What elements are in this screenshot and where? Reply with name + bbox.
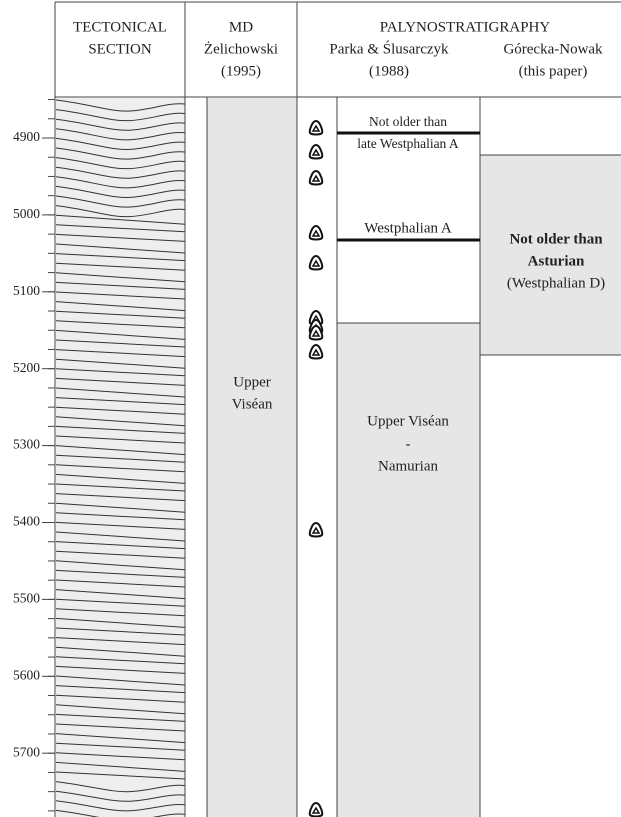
sample-outline — [310, 345, 322, 359]
sample-outline — [310, 171, 322, 185]
header: PALYNOSTRATIGRAPHY — [380, 19, 551, 35]
depth-label: 5700 — [13, 744, 40, 759]
header: Górecka-Nowak — [503, 41, 603, 57]
unit-label: Not older than — [369, 114, 447, 129]
unit-label: Not older than — [509, 231, 603, 247]
sample-outline — [310, 803, 322, 817]
sample-icon — [310, 345, 322, 359]
unit-label: Namurian — [378, 458, 438, 474]
unit-label: Westphalian A — [364, 220, 452, 236]
depth-label: 5200 — [13, 360, 40, 375]
samples — [310, 121, 322, 817]
unit-label: (Westphalian D) — [507, 275, 605, 291]
depth-label: 5300 — [13, 437, 40, 452]
header: Parka & Ślusarczyk — [329, 40, 449, 57]
sample-outline — [310, 121, 322, 135]
header: SECTION — [88, 41, 152, 57]
header: (1995) — [221, 63, 261, 79]
sample-icon — [310, 171, 322, 185]
diagram: 4900 5000 5100 5200 5300 5400 5500 5600 5700 TEC… — [0, 0, 621, 817]
sample-outline — [310, 256, 322, 270]
sample-outline — [310, 226, 322, 240]
sample-icon — [310, 803, 322, 817]
unit-label: Upper — [233, 374, 271, 390]
header: (1988) — [369, 63, 409, 79]
sample-outline — [310, 145, 322, 159]
sample-icon — [310, 256, 322, 270]
header: MD — [229, 19, 253, 35]
sample-icon — [310, 226, 322, 240]
depth-label: 5400 — [13, 514, 40, 529]
unit-label: Upper Viséan — [367, 413, 449, 429]
depth-axis: 4900 5000 5100 5200 5300 5400 5500 5600 5700 — [13, 100, 55, 811]
sample-icon — [310, 121, 322, 135]
unit-label: Asturian — [528, 253, 585, 269]
depth-label: 4900 — [13, 129, 40, 144]
md-fill — [207, 98, 297, 817]
sample-outline — [310, 326, 322, 340]
unit-label: Viséan — [232, 396, 273, 412]
header: (this paper) — [519, 63, 588, 79]
header: TECTONICAL — [73, 19, 167, 35]
unit-label: late Westphalian A — [357, 136, 459, 151]
parka-fill — [337, 323, 480, 817]
unit-label: - — [406, 436, 411, 452]
sample-outline — [310, 523, 322, 537]
depth-label: 5000 — [13, 206, 40, 221]
sample-icon — [310, 523, 322, 537]
sample-icon — [310, 326, 322, 340]
depth-label: 5500 — [13, 590, 40, 605]
header: Żelichowski — [204, 41, 278, 57]
sample-icon — [310, 145, 322, 159]
depth-label: 5600 — [13, 667, 40, 682]
depth-label: 5100 — [13, 283, 40, 298]
